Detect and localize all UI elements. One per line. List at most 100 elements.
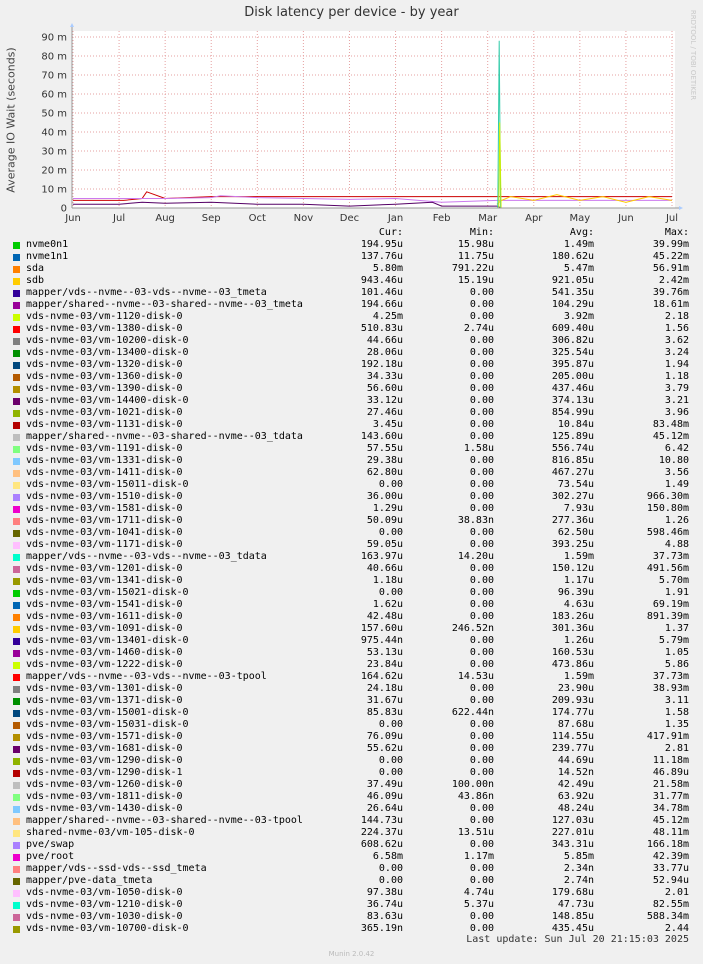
legend-cur: 0.00 bbox=[378, 875, 403, 886]
legend-max: 2.18 bbox=[664, 311, 689, 322]
legend-max: 5.86 bbox=[664, 659, 689, 670]
col-avg: Avg: bbox=[569, 227, 594, 238]
legend-row: mapper/shared--nvme--03-shared--nvme--03… bbox=[0, 299, 703, 311]
legend-swatch bbox=[13, 290, 20, 297]
axes bbox=[70, 23, 683, 210]
legend-min: 100.00n bbox=[451, 779, 494, 790]
legend-cur: 76.09u bbox=[366, 731, 403, 742]
legend-max: 166.18m bbox=[646, 839, 689, 850]
legend-cur: 34.33u bbox=[366, 371, 403, 382]
chart-title: Disk latency per device - by year bbox=[244, 5, 459, 20]
legend-max: 1.49 bbox=[664, 479, 689, 490]
legend-swatch bbox=[13, 650, 20, 657]
legend-name: sdb bbox=[26, 275, 45, 286]
legend-swatch bbox=[13, 542, 20, 549]
legend-swatch bbox=[13, 494, 20, 501]
legend-avg: 7.93u bbox=[563, 503, 594, 514]
legend-name: vds-nvme-03/vm-1171-disk-0 bbox=[26, 539, 183, 550]
legend-name: vds-nvme-03/vm-15031-disk-0 bbox=[26, 719, 189, 730]
legend-min: 0.00 bbox=[469, 575, 494, 586]
legend-avg: 44.69u bbox=[557, 755, 594, 766]
legend-row: pve/swap 608.62u 0.00 343.31u 166.18m bbox=[0, 839, 703, 851]
legend-cur: 31.67u bbox=[366, 695, 403, 706]
x-tick-label: Mar bbox=[478, 213, 498, 224]
legend-max: 2.81 bbox=[664, 743, 689, 754]
legend-cur: 59.05u bbox=[366, 539, 403, 550]
legend-cur: 365.19n bbox=[360, 923, 403, 934]
legend-avg: 23.90u bbox=[557, 683, 594, 694]
legend-name: vds-nvme-03/vm-1341-disk-0 bbox=[26, 575, 183, 586]
legend-max: 37.73m bbox=[652, 671, 689, 682]
series-line bbox=[496, 194, 673, 205]
legend-cur: 29.38u bbox=[366, 455, 403, 466]
legend-cur: 33.12u bbox=[366, 395, 403, 406]
y-tick-label: 70 m bbox=[41, 71, 67, 82]
legend-row: vds-nvme-03/vm-1571-disk-0 76.09u 0.00 114.… bbox=[0, 731, 703, 743]
legend-name: nvme0n1 bbox=[26, 239, 69, 250]
legend-cur: 40.66u bbox=[366, 563, 403, 574]
legend-max: 48.11m bbox=[652, 827, 689, 838]
legend-swatch bbox=[13, 806, 20, 813]
legend-avg: 435.45u bbox=[551, 923, 594, 934]
legend-min: 0.00 bbox=[469, 815, 494, 826]
legend-swatch bbox=[13, 914, 20, 921]
legend-avg: 395.87u bbox=[551, 359, 594, 370]
legend-name: vds-nvme-03/vm-1290-disk-0 bbox=[26, 755, 183, 766]
munin-version: Munin 2.0.42 bbox=[328, 950, 375, 958]
legend-row: vds-nvme-03/vm-1390-disk-0 56.60u 0.00 437.… bbox=[0, 383, 703, 395]
legend-swatch bbox=[13, 278, 20, 285]
legend-swatch bbox=[13, 626, 20, 633]
legend-min: 0.00 bbox=[469, 719, 494, 730]
y-tick-label: 20 m bbox=[41, 166, 67, 177]
legend-max: 18.61m bbox=[652, 299, 689, 310]
legend-max: 3.21 bbox=[664, 395, 689, 406]
legend-swatch bbox=[13, 326, 20, 333]
legend-max: 1.91 bbox=[664, 587, 689, 598]
legend-swatch bbox=[13, 926, 20, 933]
legend-avg: 343.31u bbox=[551, 839, 594, 850]
legend-avg: 104.29u bbox=[551, 299, 594, 310]
legend-max: 1.37 bbox=[664, 623, 689, 634]
legend-swatch bbox=[13, 602, 20, 609]
legend-swatch bbox=[13, 386, 20, 393]
legend-min: 0.00 bbox=[469, 767, 494, 778]
y-tick-label: 10 m bbox=[41, 185, 67, 196]
legend-row: pve/root 6.58m 1.17m 5.85m 42.39m bbox=[0, 851, 703, 863]
legend-max: 69.19m bbox=[652, 599, 689, 610]
legend-swatch bbox=[13, 482, 20, 489]
legend-swatch bbox=[13, 458, 20, 465]
legend-name: vds-nvme-03/vm-15001-disk-0 bbox=[26, 707, 189, 718]
legend-max: 3.11 bbox=[664, 695, 689, 706]
legend-avg: 2.34n bbox=[563, 863, 594, 874]
legend-cur: 510.83u bbox=[360, 323, 403, 334]
x-tick-label: Jan bbox=[387, 213, 403, 224]
legend-avg: 816.85u bbox=[551, 455, 594, 466]
legend-max: 966.30m bbox=[646, 491, 689, 502]
legend-min: 0.00 bbox=[469, 455, 494, 466]
legend-cur: 943.46u bbox=[360, 275, 403, 286]
legend-name: vds-nvme-03/vm-1581-disk-0 bbox=[26, 503, 183, 514]
legend-swatch bbox=[13, 254, 20, 261]
legend-swatch bbox=[13, 794, 20, 801]
legend-avg: 180.62u bbox=[551, 251, 594, 262]
legend-row: vds-nvme-03/vm-10700-disk-0 365.19n 0.00 43… bbox=[0, 923, 703, 935]
legend-cur: 101.46u bbox=[360, 287, 403, 298]
legend-cur: 46.09u bbox=[366, 791, 403, 802]
legend-row: vds-nvme-03/vm-15001-disk-0 85.83u 622.44n… bbox=[0, 707, 703, 719]
legend-name: mapper/vds--nvme--03-vds--nvme--03_tmeta bbox=[26, 287, 267, 298]
legend-avg: 73.54u bbox=[557, 479, 594, 490]
legend-cur: 50.09u bbox=[366, 515, 403, 526]
series-line bbox=[498, 122, 502, 209]
legend-name: mapper/shared--nvme--03-shared--nvme--03… bbox=[26, 815, 303, 826]
legend-max: 3.79 bbox=[664, 383, 689, 394]
legend-min: 0.00 bbox=[469, 599, 494, 610]
legend-min: 0.00 bbox=[469, 479, 494, 490]
legend-swatch bbox=[13, 350, 20, 357]
legend-avg: 1.26u bbox=[563, 635, 594, 646]
legend-name: vds-nvme-03/vm-1430-disk-0 bbox=[26, 803, 183, 814]
legend-avg: 854.99u bbox=[551, 407, 594, 418]
legend-name: vds-nvme-03/vm-1222-disk-0 bbox=[26, 659, 183, 670]
legend-swatch bbox=[13, 614, 20, 621]
x-tick-label: Jul bbox=[112, 213, 125, 224]
legend-max: 82.55m bbox=[652, 899, 689, 910]
